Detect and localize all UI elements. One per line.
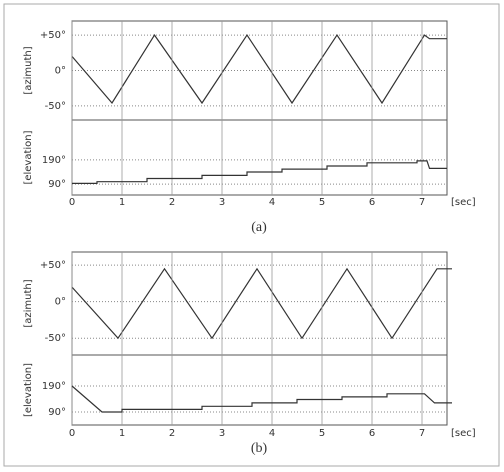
y-axis-label: [azimuth] — [23, 46, 34, 94]
y-axis-label: [azimuth] — [23, 279, 34, 327]
x-tick-label: 5 — [319, 428, 325, 439]
x-tick-label: 3 — [219, 197, 225, 208]
x-tick-label: 1 — [119, 428, 125, 439]
x-axis-label: [sec] — [451, 197, 476, 208]
y-tick-label: 190° — [42, 155, 66, 166]
x-tick-label: 7 — [419, 197, 425, 208]
y-tick-label: 190° — [42, 381, 66, 392]
x-tick-label: 5 — [319, 197, 325, 208]
x-axis-label: [sec] — [451, 428, 476, 439]
x-tick-label: 4 — [269, 428, 275, 439]
x-tick-label: 0 — [69, 428, 75, 439]
x-tick-label: 2 — [169, 428, 175, 439]
x-tick-label: 6 — [369, 197, 375, 208]
y-tick-label: 90° — [48, 407, 66, 418]
y-tick-label: -50° — [45, 101, 66, 112]
x-tick-label: 0 — [69, 197, 75, 208]
figure-border — [3, 3, 500, 467]
y-tick-label: +50° — [40, 260, 66, 271]
plot-frame — [71, 251, 448, 356]
x-tick-label: 3 — [219, 428, 225, 439]
y-tick-label: 90° — [48, 179, 66, 190]
x-tick-label: 4 — [269, 197, 275, 208]
y-tick-label: 0° — [55, 66, 66, 77]
trace — [72, 160, 447, 184]
trace — [71, 34, 447, 105]
trace — [71, 385, 452, 413]
y-tick-label: +50° — [40, 30, 66, 41]
y-axis-label: [elevation] — [23, 130, 34, 184]
caption: (a) — [251, 220, 267, 235]
x-tick-label: 6 — [369, 428, 375, 439]
x-tick-label: 7 — [419, 428, 425, 439]
y-tick-label: 0° — [55, 297, 66, 308]
plot-frame — [71, 354, 448, 426]
caption: (b) — [251, 441, 268, 456]
x-tick-label: 1 — [119, 197, 125, 208]
trace — [71, 267, 452, 340]
y-axis-label: [elevation] — [23, 363, 34, 417]
y-tick-label: -50° — [45, 333, 66, 344]
x-tick-label: 2 — [169, 197, 175, 208]
